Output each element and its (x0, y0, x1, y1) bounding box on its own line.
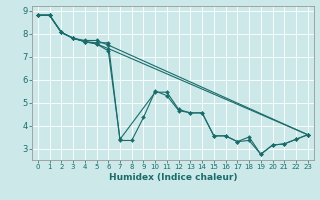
X-axis label: Humidex (Indice chaleur): Humidex (Indice chaleur) (108, 173, 237, 182)
